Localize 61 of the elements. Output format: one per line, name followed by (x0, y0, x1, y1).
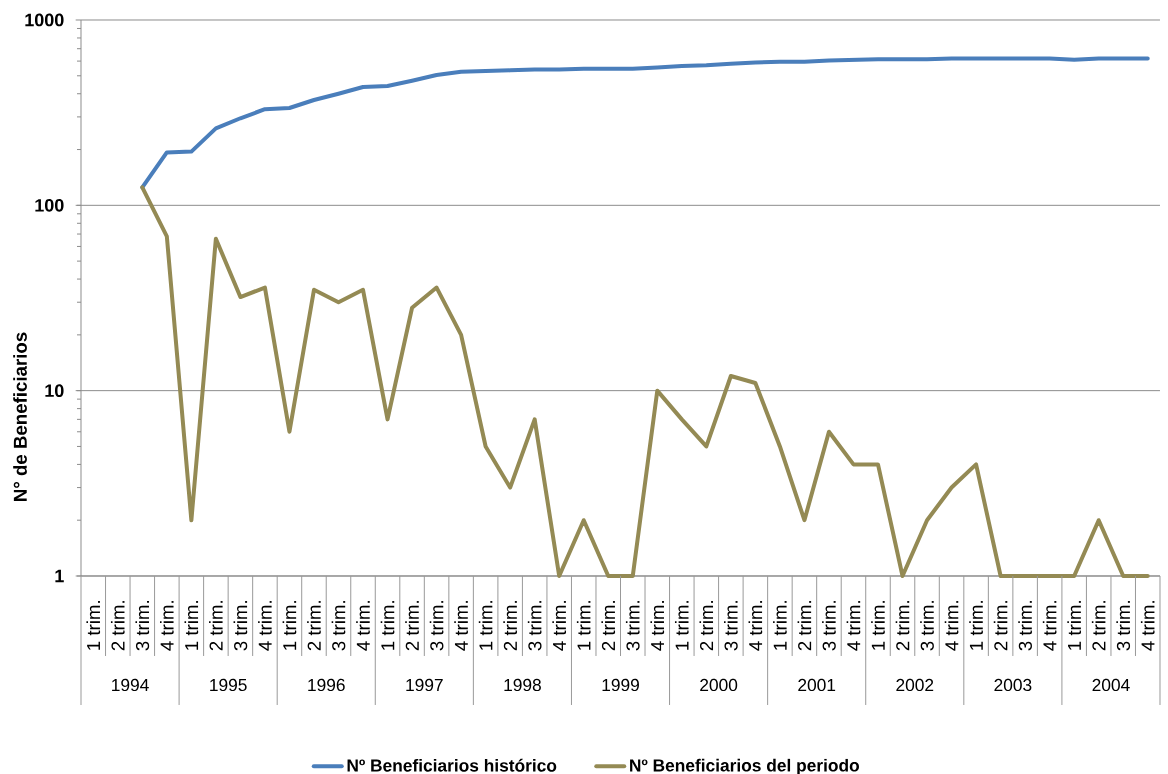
x-tick-label: 1 trim. (576, 601, 591, 650)
text: 2001 (798, 678, 836, 692)
x-tick-label: 3 trim. (920, 601, 934, 651)
x-tick-label: 1 trim. (871, 601, 885, 650)
legend-label: Nº Beneficiarios histórico (347, 758, 557, 772)
x-tick-label: 1 trim. (282, 601, 297, 650)
x-tick-label: 4 trim. (1140, 601, 1155, 651)
y-tick-label: 10 (45, 384, 64, 398)
y-axis-title: N° de Beneficiarios (13, 332, 27, 501)
x-tick-label: 2 trim. (209, 601, 223, 651)
text: 1999 (602, 678, 639, 692)
x-tick-label: 4 trim. (454, 601, 468, 651)
x-tick-label: 2 trim. (699, 601, 714, 651)
x-tick-label: 2 trim. (405, 601, 419, 651)
x-tick-label: 4 trim. (552, 601, 567, 651)
text: 1998 (504, 678, 541, 692)
x-tick-label: 1 trim. (86, 601, 101, 650)
text: 1995 (210, 678, 247, 692)
x-tick-label: 3 trim. (625, 601, 640, 651)
x-tick-label: 4 trim. (748, 601, 763, 651)
x-tick-label: 1 trim. (184, 601, 199, 650)
text: 1996 (308, 678, 345, 692)
y-tick-label: 1000 (25, 13, 64, 27)
text: 2000 (700, 678, 738, 692)
y-tick-label: 1 (55, 569, 64, 583)
x-tick-label: 2 trim. (110, 601, 125, 651)
x-tick-label: 3 trim. (1018, 601, 1032, 651)
x-tick-label: 2 trim. (601, 601, 616, 651)
x-tick-label: 4 trim. (258, 601, 272, 651)
x-tick-label: 3 trim. (724, 601, 738, 651)
x-tick-label: 3 trim. (527, 601, 542, 651)
text: 1997 (406, 678, 443, 692)
x-tick-label: 3 trim. (135, 601, 150, 651)
x-tick-label: 4 trim. (846, 601, 861, 651)
x-tick-label: 2 trim. (797, 601, 812, 651)
x-tick-label: 4 trim. (1042, 601, 1057, 651)
text: 2004 (1092, 678, 1130, 692)
x-tick-label: 3 trim. (233, 601, 248, 651)
x-tick-label: 1 trim. (380, 601, 395, 650)
text: 2003 (994, 678, 1032, 692)
x-tick-label: 1 trim. (773, 601, 787, 650)
x-tick-label: 4 trim. (650, 601, 665, 651)
y-tick-label: 100 (35, 198, 64, 212)
text: 1994 (112, 678, 149, 692)
x-tick-label: 4 trim. (944, 601, 959, 651)
x-tick-label: 2 trim. (307, 601, 321, 651)
x-tick-label: 4 trim. (160, 601, 174, 651)
x-tick-label: 1 trim. (674, 601, 689, 650)
x-tick-label: 3 trim. (429, 601, 444, 651)
x-tick-label: 3 trim. (1116, 601, 1131, 651)
x-tick-label: 2 trim. (503, 601, 517, 651)
x-tick-label: 2 trim. (1091, 601, 1106, 651)
x-tick-label: 1 trim. (478, 601, 493, 650)
x-tick-label: 4 trim. (356, 601, 370, 651)
text: 2002 (896, 678, 934, 692)
x-tick-label: 2 trim. (895, 601, 910, 651)
x-tick-label: 1 trim. (1067, 601, 1082, 650)
x-tick-label: 1 trim. (969, 601, 983, 650)
x-tick-label: 3 trim. (822, 601, 836, 651)
x-tick-label: 3 trim. (331, 601, 346, 651)
x-tick-label: 2 trim. (993, 601, 1008, 651)
